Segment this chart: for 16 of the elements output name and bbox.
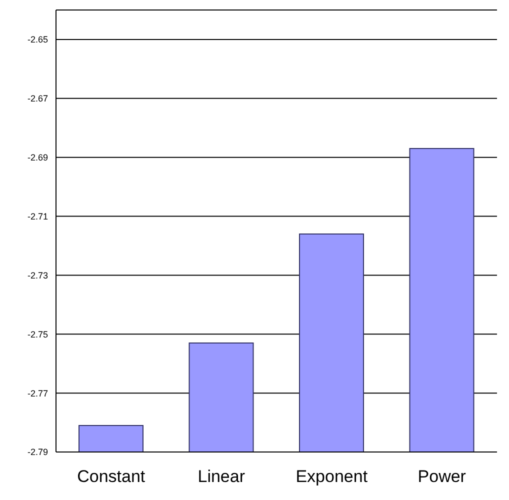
- y-tick-label: -2.77: [27, 388, 48, 398]
- x-tick-label: Power: [418, 467, 466, 486]
- y-tick-label: -2.71: [27, 211, 48, 222]
- x-tick-label: Linear: [198, 467, 246, 486]
- bar: [78, 424, 144, 452]
- bar: [188, 342, 254, 452]
- y-tick-label: -2.79: [27, 447, 48, 458]
- y-tick-label: -2.67: [27, 94, 48, 104]
- bar: [299, 233, 364, 452]
- y-tick-label: -2.73: [27, 270, 48, 280]
- y-tick-label: -2.75: [27, 329, 48, 340]
- y-tick-label: -2.65: [27, 34, 48, 45]
- y-tick-label: -2.69: [27, 152, 48, 163]
- x-tick-label: Exponent: [296, 467, 368, 486]
- bar: [409, 148, 474, 452]
- x-tick-label: Constant: [77, 467, 146, 486]
